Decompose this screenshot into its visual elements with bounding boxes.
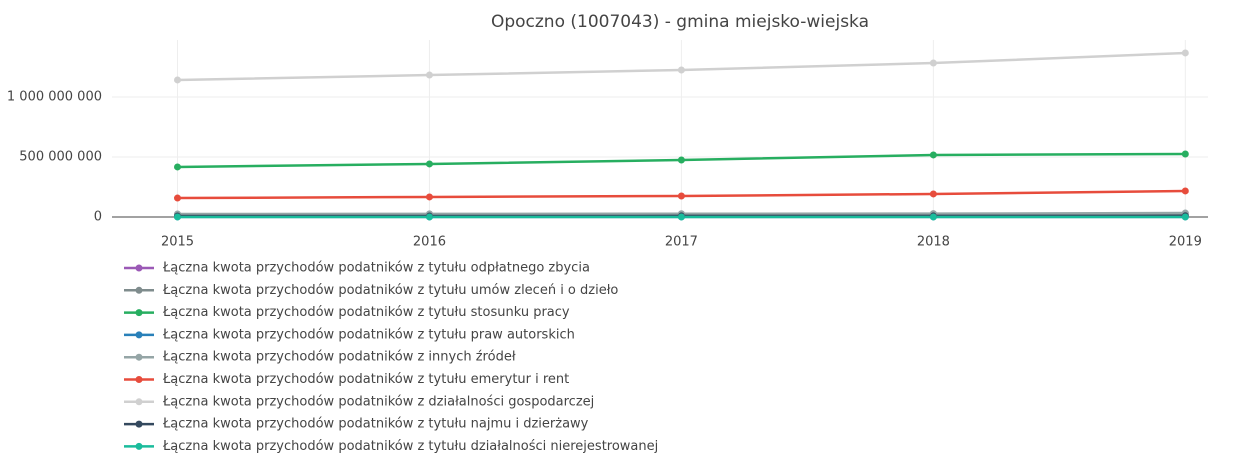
data-point (929, 59, 937, 67)
x-tick-label: 2015 (161, 235, 194, 250)
x-tick-label: 2019 (1169, 235, 1202, 250)
legend-label: Łączna kwota przychodów podatników z tyt… (162, 372, 569, 387)
legend-marker (135, 420, 143, 428)
data-point (174, 163, 182, 171)
y-tick-label: 0 (94, 210, 102, 225)
chart-title: Opoczno (1007043) - gmina miejsko-wiejsk… (491, 12, 869, 32)
x-tick-label: 2016 (413, 235, 446, 250)
data-point (677, 213, 685, 221)
data-point (677, 66, 685, 74)
data-point (174, 213, 182, 221)
legend-marker (135, 376, 143, 383)
data-point (677, 192, 685, 200)
data-point (929, 190, 937, 198)
legend-marker (135, 264, 143, 272)
data-point (425, 193, 433, 201)
data-point (1181, 150, 1189, 158)
y-tick-label: 1 000 000 000 (7, 90, 102, 105)
legend-label: Łączna kwota przychodów podatników z tyt… (162, 261, 590, 276)
legend-marker (135, 286, 143, 294)
legend-label: Łączna kwota przychodów podatników z inn… (162, 350, 516, 365)
data-point (174, 76, 182, 84)
legend-label: Łączna kwota przychodów podatników z tyt… (162, 305, 570, 320)
legend-marker (135, 442, 143, 450)
data-point (677, 156, 685, 164)
legend-label: Łączna kwota przychodów podatników z dzi… (162, 394, 594, 409)
data-point (425, 160, 433, 168)
legend-marker (135, 331, 143, 339)
legend-label: Łączna kwota przychodów podatników z tyt… (162, 417, 589, 432)
data-point (1181, 213, 1189, 221)
data-point (929, 213, 937, 221)
data-point (174, 194, 182, 202)
data-point (425, 213, 433, 221)
data-point (1181, 187, 1189, 195)
data-point (929, 151, 937, 159)
x-tick-label: 2017 (665, 235, 698, 250)
data-point (425, 71, 433, 79)
y-tick-label: 500 000 000 (19, 150, 102, 165)
legend-label: Łączna kwota przychodów podatników z tyt… (162, 327, 575, 342)
legend-label: Łączna kwota przychodów podatników z tyt… (162, 283, 618, 298)
x-tick-label: 2018 (917, 235, 950, 250)
data-point (1181, 49, 1189, 57)
legend-marker (135, 309, 143, 317)
legend-marker (135, 398, 143, 406)
legend-marker (135, 353, 143, 361)
legend-label: Łączna kwota przychodów podatników z tyt… (162, 439, 658, 454)
